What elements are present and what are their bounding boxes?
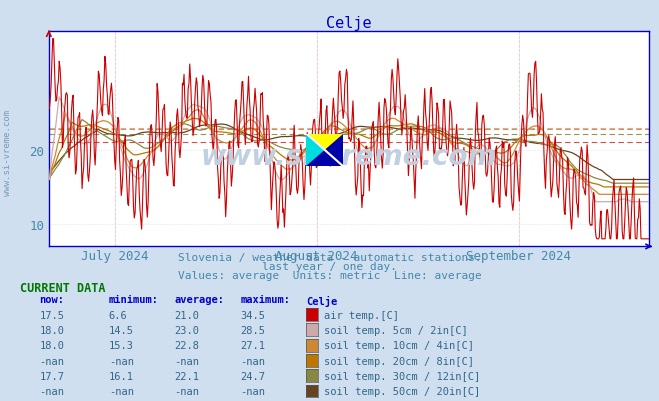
Polygon shape (306, 134, 343, 166)
Text: soil temp. 5cm / 2in[C]: soil temp. 5cm / 2in[C] (324, 325, 467, 335)
Text: Values: average  Units: metric  Line: average: Values: average Units: metric Line: aver… (178, 270, 481, 280)
Text: soil temp. 20cm / 8in[C]: soil temp. 20cm / 8in[C] (324, 356, 474, 366)
Text: 22.8: 22.8 (175, 340, 200, 350)
Text: 21.0: 21.0 (175, 310, 200, 320)
Text: 18.0: 18.0 (40, 340, 65, 350)
Text: 14.5: 14.5 (109, 325, 134, 335)
Polygon shape (306, 134, 343, 166)
Text: 22.1: 22.1 (175, 371, 200, 381)
Text: soil temp. 50cm / 20in[C]: soil temp. 50cm / 20in[C] (324, 386, 480, 396)
Title: Celje: Celje (326, 16, 372, 31)
Text: -nan: -nan (109, 386, 134, 396)
Text: 16.1: 16.1 (109, 371, 134, 381)
Text: -nan: -nan (241, 386, 266, 396)
Text: www.si-vreme.com: www.si-vreme.com (201, 142, 498, 170)
Text: 6.6: 6.6 (109, 310, 127, 320)
Text: 28.5: 28.5 (241, 325, 266, 335)
Text: 24.7: 24.7 (241, 371, 266, 381)
Text: air temp.[C]: air temp.[C] (324, 310, 399, 320)
Text: 34.5: 34.5 (241, 310, 266, 320)
Text: maximum:: maximum: (241, 295, 291, 305)
Text: now:: now: (40, 295, 65, 305)
Text: minimum:: minimum: (109, 295, 159, 305)
Text: average:: average: (175, 295, 225, 305)
Text: 17.5: 17.5 (40, 310, 65, 320)
Text: -nan: -nan (40, 386, 65, 396)
Text: soil temp. 30cm / 12in[C]: soil temp. 30cm / 12in[C] (324, 371, 480, 381)
Text: Celje: Celje (306, 295, 337, 306)
Text: -nan: -nan (175, 386, 200, 396)
Text: 15.3: 15.3 (109, 340, 134, 350)
Text: 23.0: 23.0 (175, 325, 200, 335)
Text: -nan: -nan (241, 356, 266, 366)
Text: 18.0: 18.0 (40, 325, 65, 335)
Text: -nan: -nan (175, 356, 200, 366)
Text: last year / one day.: last year / one day. (262, 261, 397, 271)
Text: -nan: -nan (40, 356, 65, 366)
Text: 17.7: 17.7 (40, 371, 65, 381)
Text: www.si-vreme.com: www.si-vreme.com (3, 109, 13, 195)
Text: CURRENT DATA: CURRENT DATA (20, 282, 105, 294)
Text: Slovenia / weather data - automatic stations.: Slovenia / weather data - automatic stat… (178, 253, 481, 263)
Text: 27.1: 27.1 (241, 340, 266, 350)
Polygon shape (306, 134, 343, 166)
Text: soil temp. 10cm / 4in[C]: soil temp. 10cm / 4in[C] (324, 340, 474, 350)
Text: -nan: -nan (109, 356, 134, 366)
